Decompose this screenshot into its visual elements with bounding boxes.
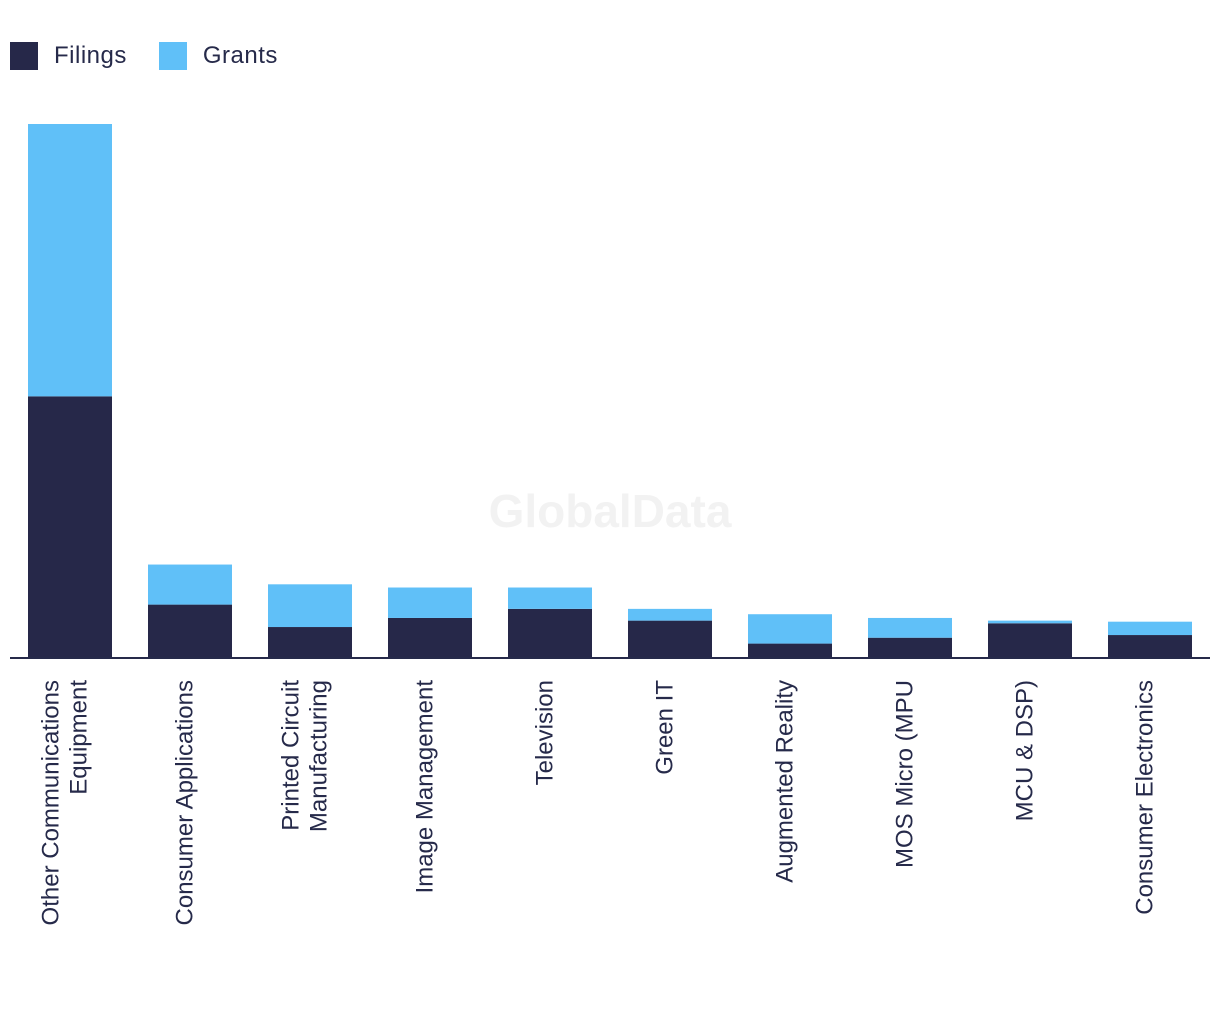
bar-grants-6 bbox=[748, 614, 832, 644]
legend-label-grants: Grants bbox=[202, 42, 278, 69]
bar-filings-2 bbox=[268, 627, 352, 658]
x-tick-labels: Other Communications Equipment Consumer Ap… bbox=[37, 680, 1158, 926]
bar-filings-6 bbox=[748, 643, 832, 658]
bar-filings-8 bbox=[988, 623, 1072, 658]
x-tick-label-8: MCU & DSP) bbox=[1011, 680, 1038, 821]
bar-filings-3 bbox=[388, 617, 472, 658]
x-tick-label-6: Augmented Reality bbox=[771, 680, 798, 883]
x-tick-label-9: Consumer Electronics bbox=[1131, 680, 1158, 915]
x-tick-label-7: MOS Micro (MPU bbox=[891, 680, 918, 868]
bar-filings-7 bbox=[868, 637, 952, 658]
watermark: GlobalData bbox=[489, 485, 732, 537]
bar-filings-4 bbox=[508, 608, 592, 658]
x-tick-label-0-line-1: Equipment bbox=[65, 680, 92, 795]
bar-grants-9 bbox=[1108, 621, 1192, 636]
bar-grants-5 bbox=[628, 608, 712, 621]
legend-item-grants: Grants bbox=[158, 42, 278, 70]
bar-filings-5 bbox=[628, 620, 712, 658]
bar-grants-4 bbox=[508, 587, 592, 609]
bar-filings-9 bbox=[1108, 635, 1192, 658]
bar-grants-3 bbox=[388, 587, 472, 618]
bar-grants-1 bbox=[148, 564, 232, 605]
x-tick-label-2-line-1: Manufacturing bbox=[305, 680, 332, 832]
bar-grants-8 bbox=[988, 620, 1072, 624]
legend-label-filings: Filings bbox=[54, 42, 127, 69]
bar-filings-0 bbox=[28, 396, 112, 658]
bar-grants-7 bbox=[868, 617, 952, 638]
legend: Filings Grants bbox=[10, 42, 310, 70]
bar-grants-2 bbox=[268, 584, 352, 628]
bar-filings-1 bbox=[148, 604, 232, 658]
x-tick-label-4: Television bbox=[531, 680, 558, 785]
legend-swatch-filings bbox=[10, 42, 38, 70]
x-tick-label-2-line-0: Printed Circuit bbox=[277, 680, 304, 831]
x-tick-label-1: Consumer Applications bbox=[171, 680, 198, 925]
x-tick-label-5: Green IT bbox=[651, 680, 678, 775]
bars-group bbox=[28, 124, 1192, 658]
x-tick-label-0-line-0: Other Communications bbox=[37, 680, 64, 925]
legend-item-filings: Filings bbox=[10, 42, 127, 70]
x-tick-label-3: Image Management bbox=[411, 680, 438, 894]
bar-grants-0 bbox=[28, 124, 112, 397]
legend-swatch-grants bbox=[158, 42, 187, 70]
